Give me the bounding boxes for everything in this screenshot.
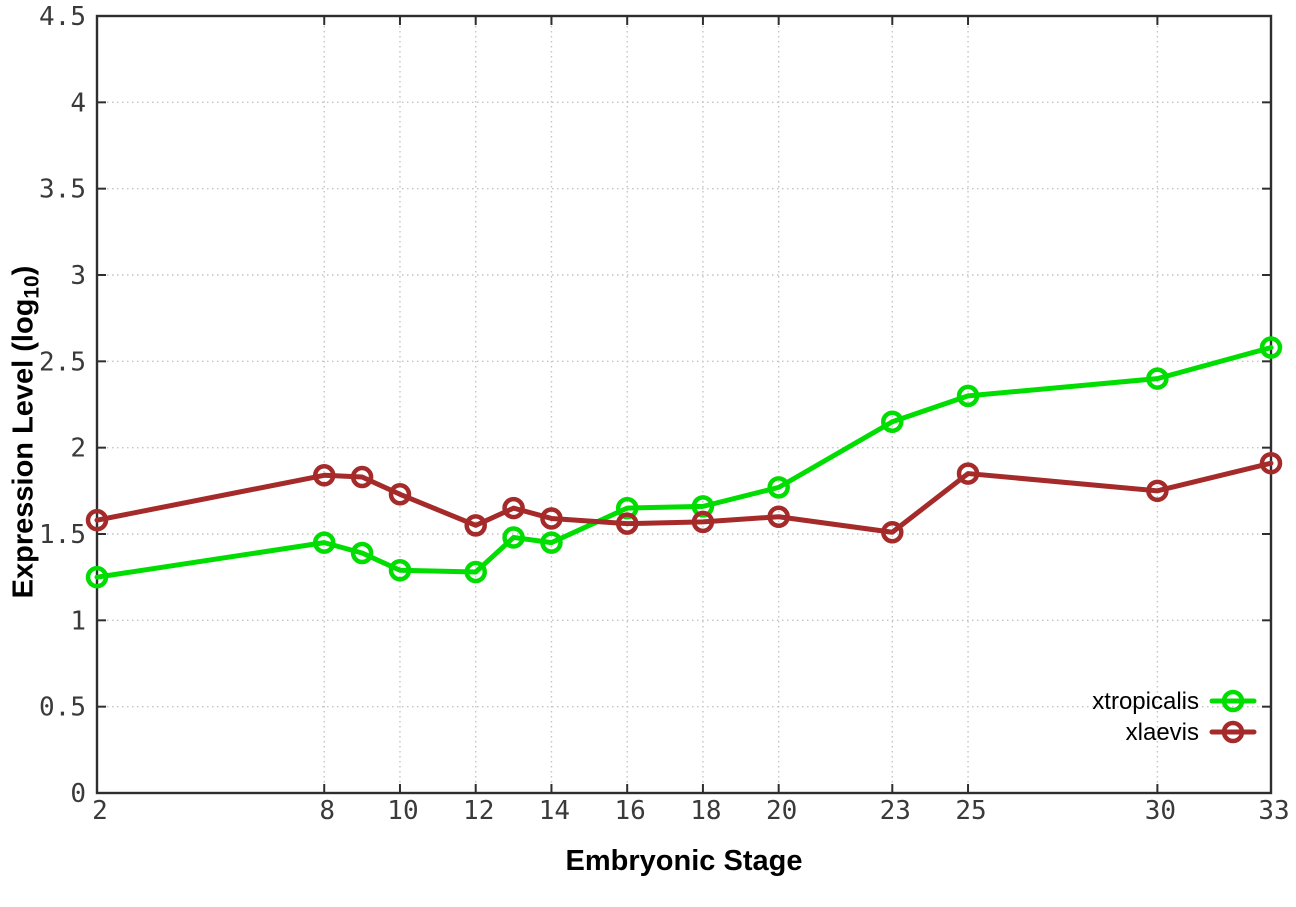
y-axis-title-pre: Expression Level (log (7, 298, 40, 599)
x-tick-label: 23 (880, 796, 911, 826)
data-point-marker (350, 465, 374, 489)
y-axis-title-text: Expression Level (log10) (8, 266, 45, 599)
y-axis-title-subscript: 10 (20, 275, 44, 299)
data-point-marker (350, 541, 374, 565)
data-point-marker (881, 521, 904, 544)
data-point-marker (312, 464, 336, 487)
data-point-marker (1146, 479, 1169, 503)
x-tick-labels: 2 8 10 12 14 16 18 20 23 25 30 33 (92, 796, 1289, 826)
x-tick-label: 14 (539, 796, 570, 826)
y-axis-title-post: ) (7, 265, 40, 276)
plot-border (95, 14, 1273, 795)
x-tick-label: 16 (615, 796, 646, 826)
data-point-marker (85, 508, 109, 532)
gridlines (97, 16, 1271, 793)
legend-label-xlaevis: xlaevis (1126, 719, 1199, 746)
data-point-marker (502, 496, 525, 520)
legend-marker-sample (1221, 689, 1245, 713)
data-point-marker (464, 560, 487, 584)
series-line (94, 460, 1274, 535)
data-point-marker (540, 531, 563, 554)
legend-marker-sample (1221, 720, 1245, 744)
y-tick-label: 3.5 (39, 175, 86, 205)
data-point-marker (767, 505, 790, 528)
data-point-marker (956, 462, 980, 485)
y-tick-label: 1 (70, 606, 86, 636)
data-point-marker (691, 495, 715, 518)
legend: xtropicalis xlaevis (1092, 688, 1257, 746)
y-tick-label: 0 (70, 779, 86, 809)
series-line (94, 345, 1274, 580)
data-point-marker (388, 559, 412, 582)
y-tick-label: 0.5 (39, 693, 86, 723)
data-point-marker (691, 510, 715, 534)
y-tick-label: 1.5 (39, 520, 86, 550)
data-point-marker (1259, 451, 1283, 475)
y-tick-label: 3 (70, 261, 86, 291)
y-tick-label: 4.5 (39, 2, 86, 32)
data-point-marker (388, 483, 412, 506)
y-tick-label: 2.5 (39, 347, 86, 377)
x-tick-label: 18 (690, 796, 721, 826)
x-tick-label: 2 (92, 796, 108, 826)
x-axis-title: Embryonic Stage (565, 845, 803, 877)
y-tick-label: 2 (70, 434, 86, 464)
x-tick-label: 25 (955, 796, 986, 826)
x-tick-label: 10 (387, 796, 418, 826)
data-point-marker (85, 565, 109, 589)
x-tick-label: 33 (1258, 796, 1289, 826)
data-point-marker (615, 496, 639, 520)
data-point-marker (1259, 336, 1283, 359)
data-point-marker (1146, 367, 1169, 390)
data-point-marker (540, 507, 563, 530)
x-tick-label: 30 (1145, 796, 1176, 826)
data-point-marker (502, 526, 525, 549)
data-point-marker (615, 512, 639, 535)
x-tick-label: 12 (463, 796, 494, 826)
y-tick-label: 4 (70, 88, 86, 118)
data-point-marker (312, 531, 336, 554)
data-point-marker (881, 410, 904, 434)
x-tick-label: 20 (766, 796, 797, 826)
data-point-marker (956, 384, 980, 408)
legend-label-xtropicalis: xtropicalis (1092, 688, 1199, 715)
series-xlaevis (85, 451, 1283, 544)
data-point-marker (464, 514, 487, 537)
axis-ticks (96, 15, 1272, 794)
data-point-marker (767, 476, 790, 499)
x-tick-label: 8 (319, 796, 335, 826)
series-xtropicalis (85, 336, 1283, 589)
y-tick-labels: 0 0.5 1 1.5 2 2.5 3 3.5 4 4.5 (39, 2, 86, 809)
